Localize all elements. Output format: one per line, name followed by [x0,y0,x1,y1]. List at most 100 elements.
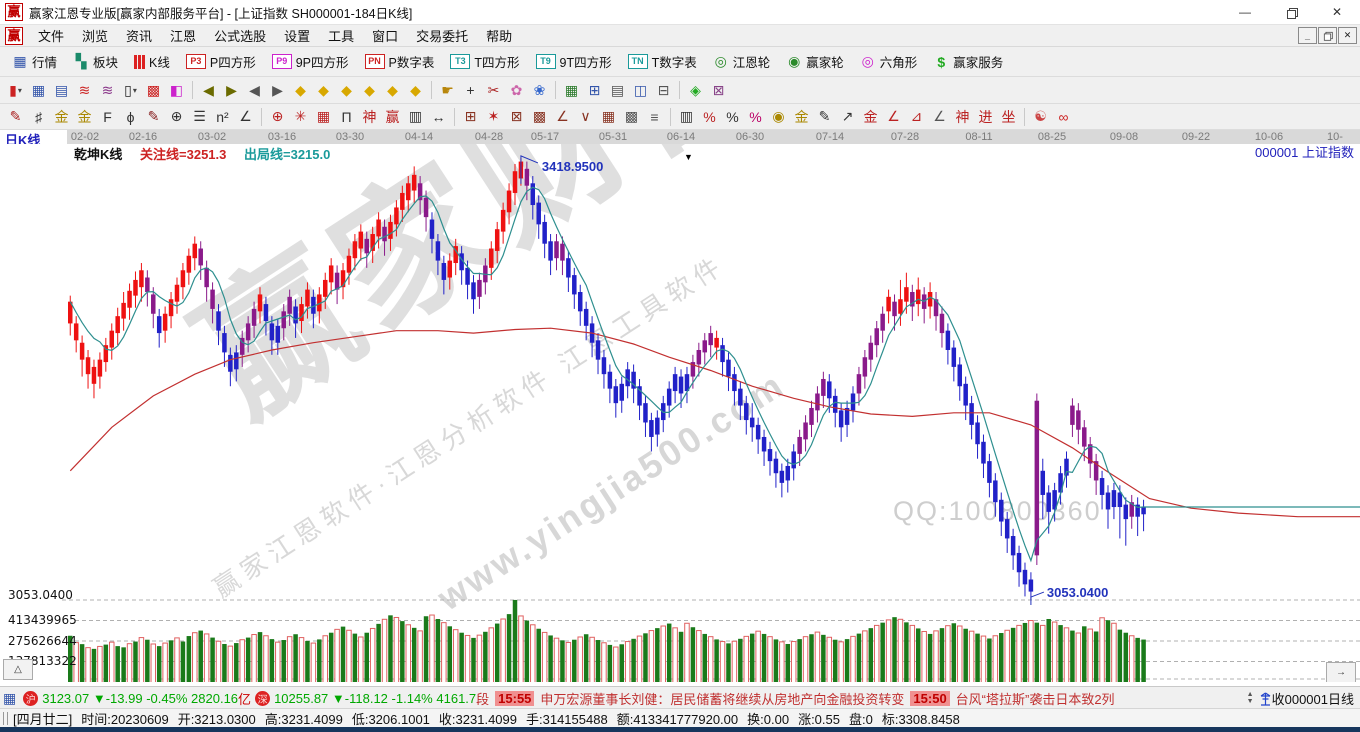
draw-tool-icon-5[interactable]: ϕ [126,108,135,125]
restore-button[interactable] [1268,0,1314,24]
draw-tool-icon-2[interactable]: 金 [54,108,69,125]
chart-tool-icon-5[interactable]: ▯ ▾ [124,81,137,98]
draw-tool-icon-15[interactable]: Π [341,108,352,125]
chart-tool-icon-4[interactable]: ≋ [101,81,114,98]
draw-tool-icon-40[interactable]: ∠ [887,108,900,124]
menu-item-帮助[interactable]: 帮助 [486,29,513,44]
draw-tool-icon-45[interactable]: 坐 [1001,108,1016,125]
draw-tool-icon-22[interactable]: ✶ [487,108,500,124]
chart-tool-icon-23[interactable]: ✿ [510,81,523,98]
toolbar-button-quotes[interactable]: ▦ 行情 [4,50,65,74]
chart-tool-icon-2[interactable]: ▤ [54,81,69,98]
draw-tool-icon-42[interactable]: ∠ [933,108,946,124]
draw-tool-icon-4[interactable]: F [103,108,112,125]
scroll-right-button[interactable]: → [1326,662,1356,682]
draw-tool-icon-28[interactable]: ▩ [624,108,639,124]
chart-tool-icon-10[interactable]: ▶ [226,81,237,98]
kline-chart[interactable]: 赢家财富网 赢家江恩软件·江恩分析软件 江恩工具软件 www.yingjia50… [0,144,1360,682]
menu-item-资讯[interactable]: 资讯 [126,29,153,44]
draw-tool-icon-43[interactable]: 神 [955,108,970,125]
chart-tool-icon-30[interactable]: ⊟ [657,81,670,98]
toolbar-button-t-table[interactable]: TN T数字表 [620,50,705,74]
draw-tool-icon-35[interactable]: ◉ [772,108,785,124]
draw-tool-icon-29[interactable]: ≡ [650,108,659,125]
menu-item-工具[interactable]: 工具 [328,29,355,44]
toolbar-button-p-table[interactable]: PN P数字表 [357,50,443,74]
draw-tool-icon-10[interactable]: ∠ [239,108,252,124]
draw-tool-icon-33[interactable]: % [726,108,739,125]
draw-tool-icon-17[interactable]: 赢 [385,108,400,125]
chart-tool-icon-33[interactable]: ⊠ [712,81,725,98]
draw-tool-icon-0[interactable]: ✎ [9,108,22,124]
draw-tool-icon-19[interactable]: ↔ [431,108,446,125]
chart-tool-icon-7[interactable]: ◧ [169,81,184,98]
chart-tool-icon-16[interactable]: ◆ [364,81,375,98]
menu-item-交易委托[interactable]: 交易委托 [416,29,469,44]
toolbar-button-hexagon[interactable]: ◎ 六角形 [852,50,926,74]
draw-tool-icon-12[interactable]: ⊕ [271,108,284,124]
toolbar-button-winner-service[interactable]: $ 赢家服务 [925,50,1011,74]
chart-tool-icon-3[interactable]: ≋ [78,81,91,98]
draw-tool-icon-41[interactable]: ⊿ [910,108,923,124]
draw-tool-icon-38[interactable]: ↗ [841,108,854,124]
draw-tool-icon-27[interactable]: ▦ [601,108,616,124]
draw-tool-icon-18[interactable]: ▥ [408,108,423,124]
close-button[interactable]: ✕ [1331,5,1343,19]
draw-tool-icon-48[interactable]: ∞ [1058,108,1069,125]
draw-tool-icon-6[interactable]: ✎ [147,108,160,124]
draw-tool-icon-37[interactable]: ✎ [818,108,831,124]
toolbar-button-kline[interactable]: K线 [126,50,178,74]
draw-tool-icon-1[interactable]: ♯ [35,108,42,125]
chart-tool-icon-17[interactable]: ◆ [387,81,398,98]
mdi-close-button[interactable]: ✕ [1338,27,1357,44]
chart-tool-icon-14[interactable]: ◆ [318,81,329,98]
draw-tool-icon-32[interactable]: % [703,108,716,125]
draw-tool-icon-36[interactable]: 金 [794,108,809,125]
draw-tool-icon-3[interactable]: 金 [77,108,92,125]
toolbar-button-winner-wheel[interactable]: ◉ 赢家轮 [778,50,852,74]
collapse-volume-button[interactable]: △ [3,659,33,680]
draw-tool-icon-47[interactable]: ☯ [1034,108,1047,124]
draw-tool-icon-39[interactable]: 金 [863,108,878,125]
draw-tool-icon-23[interactable]: ⊠ [510,108,523,124]
mdi-minimize-button[interactable]: _ [1298,27,1317,44]
toolbar-button-p-square[interactable]: P3 P四方形 [178,50,264,74]
chart-tool-icon-6[interactable]: ▩ [146,81,161,98]
chart-tool-icon-0[interactable]: ▮ ▾ [9,81,22,98]
draw-tool-icon-13[interactable]: ✳ [294,108,307,124]
draw-tool-icon-26[interactable]: ∨ [580,108,591,124]
menu-item-江恩[interactable]: 江恩 [170,29,197,44]
quote-table-icon[interactable]: ▦ [3,689,17,706]
chart-tool-icon-9[interactable]: ◀ [203,81,214,98]
news-ticker[interactable]: 段 15:55 申万宏源董事长刘健：居民储蓄将继续从房地产向金融投资转变 15:50… [476,689,1242,708]
minimize-button[interactable]: — [1239,5,1251,19]
toolbar-button-t-square[interactable]: T3 T四方形 [442,50,527,74]
chart-tool-icon-12[interactable]: ▶ [272,81,283,98]
menu-item-文件[interactable]: 文件 [38,29,65,44]
draw-tool-icon-31[interactable]: ▥ [679,108,694,124]
chart-tool-icon-32[interactable]: ◈ [690,81,701,98]
toolbar-button-9t-square[interactable]: T9 9T四方形 [528,50,620,74]
dropdown-marker-icon[interactable]: ▼ [684,152,693,162]
draw-tool-icon-9[interactable]: n² [216,108,229,125]
draw-tool-icon-44[interactable]: 进 [978,108,993,125]
draw-tool-icon-7[interactable]: ⊕ [170,108,183,124]
draw-tool-icon-24[interactable]: ▩ [532,108,547,124]
chart-tool-icon-1[interactable]: ▦ [31,81,46,98]
menu-item-窗口[interactable]: 窗口 [372,29,399,44]
draw-tool-icon-21[interactable]: ⊞ [464,108,477,124]
chart-tool-icon-28[interactable]: ▤ [610,81,625,98]
ticker-scroll-buttons[interactable]: ▲ ▼ [1246,691,1254,705]
draw-tool-icon-25[interactable]: ∠ [556,108,569,124]
mdi-restore-button[interactable] [1318,27,1337,44]
menu-item-浏览[interactable]: 浏览 [82,29,109,44]
chart-tool-icon-24[interactable]: ❀ [533,81,546,98]
chart-tool-icon-22[interactable]: ✂ [487,81,500,98]
draw-tool-icon-16[interactable]: 神 [362,108,377,125]
draw-tool-icon-8[interactable]: ☰ [193,108,206,124]
toolbar-button-9p-square[interactable]: P9 9P四方形 [264,50,357,74]
toolbar-button-gann-wheel[interactable]: ◎ 江恩轮 [705,50,779,74]
chart-tool-icon-13[interactable]: ◆ [295,81,306,98]
chart-tool-icon-29[interactable]: ◫ [633,81,648,98]
chart-tool-icon-11[interactable]: ◀ [249,81,260,98]
